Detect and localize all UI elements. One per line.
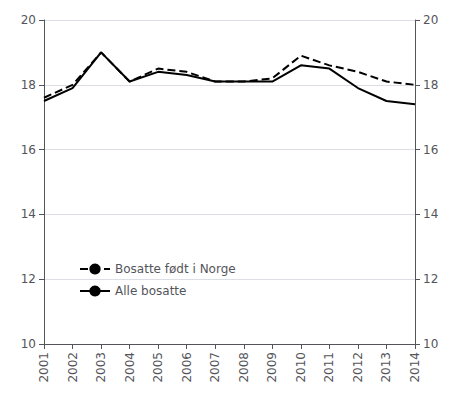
svg-text:2013: 2013 [379,352,393,383]
svg-text:2008: 2008 [237,352,251,383]
svg-text:10: 10 [423,337,438,351]
svg-text:2003: 2003 [94,352,108,383]
svg-text:12: 12 [423,272,438,286]
svg-text:2001: 2001 [37,352,51,383]
svg-text:20: 20 [423,13,438,27]
svg-text:2014: 2014 [408,352,422,383]
svg-text:2007: 2007 [208,352,222,383]
svg-text:Alle bosatte: Alle bosatte [115,284,186,298]
svg-text:10: 10 [21,337,36,351]
svg-text:2004: 2004 [123,352,137,383]
svg-text:18: 18 [423,78,438,92]
svg-text:2011: 2011 [322,352,336,383]
svg-text:2012: 2012 [351,352,365,383]
svg-text:20: 20 [21,13,36,27]
svg-text:2006: 2006 [180,352,194,383]
svg-text:14: 14 [423,207,438,221]
svg-text:2005: 2005 [151,352,165,383]
svg-text:16: 16 [21,143,36,157]
svg-text:Bosatte født i Norge: Bosatte født i Norge [115,262,236,276]
svg-text:2002: 2002 [66,352,80,383]
svg-text:12: 12 [21,272,36,286]
svg-text:16: 16 [423,143,438,157]
svg-text:2010: 2010 [294,352,308,383]
svg-text:18: 18 [21,78,36,92]
svg-text:14: 14 [21,207,36,221]
svg-text:2009: 2009 [265,352,279,383]
